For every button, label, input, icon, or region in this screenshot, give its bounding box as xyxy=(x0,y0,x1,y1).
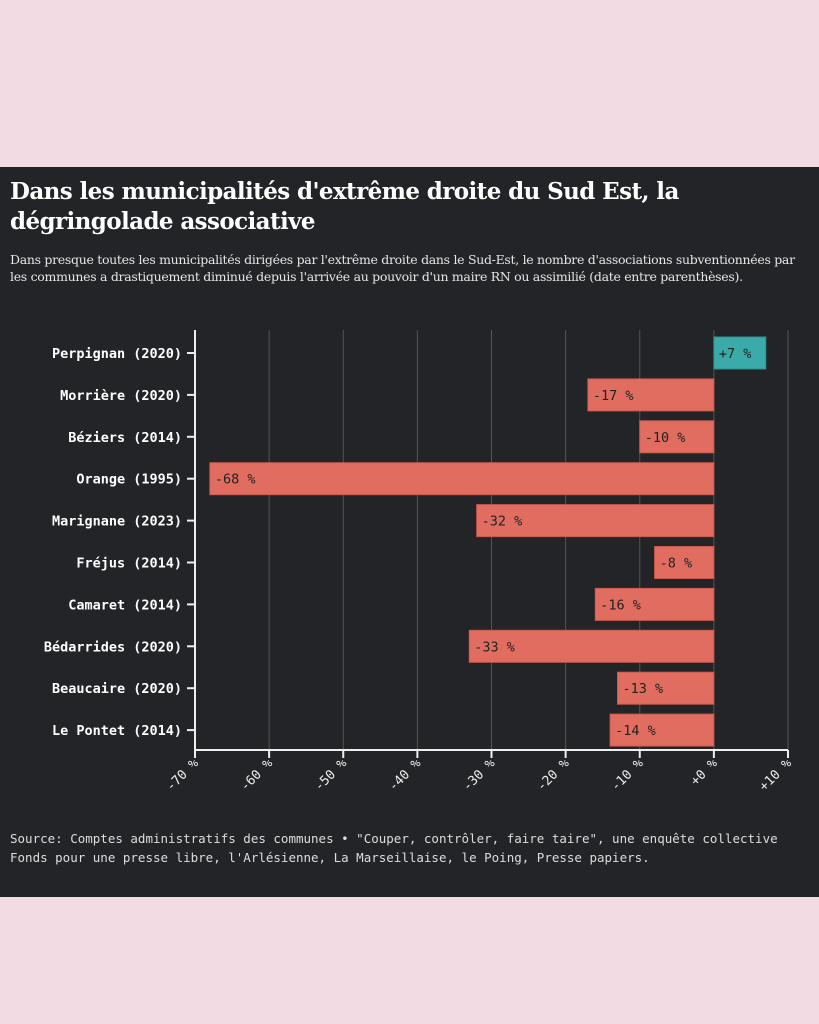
y-tick-label: Fréjus (2014) xyxy=(76,556,182,572)
data-label: -10 % xyxy=(645,430,686,446)
x-tick-label: -10 % xyxy=(608,756,646,794)
y-tick-label: Béziers (2014) xyxy=(68,430,182,446)
data-label: -68 % xyxy=(215,472,256,488)
y-tick-label: Le Pontet (2014) xyxy=(52,723,182,739)
y-tick-label: Perpignan (2020) xyxy=(52,346,182,362)
bar xyxy=(587,378,715,412)
data-label: -32 % xyxy=(482,514,523,530)
x-tick-label: -60 % xyxy=(238,756,276,794)
bar xyxy=(617,671,715,705)
y-tick-label: Beaucaire (2020) xyxy=(52,681,182,697)
x-tick-label: -20 % xyxy=(534,756,572,794)
bar xyxy=(654,546,715,579)
data-label: -33 % xyxy=(474,639,515,655)
y-tick-label: Morrière (2020) xyxy=(60,388,182,404)
data-label: -13 % xyxy=(623,681,664,697)
data-label: -17 % xyxy=(593,388,634,404)
source-note: Source: Comptes administratifs des commu… xyxy=(10,831,778,865)
x-tick-label: -50 % xyxy=(312,756,350,794)
data-label: -8 % xyxy=(660,556,693,572)
data-label: -14 % xyxy=(615,723,656,739)
bar-chart: -70 % -60 % -50 % -40 % -30 % -20 % -10 % +0 % +… xyxy=(44,330,795,795)
bar xyxy=(209,462,715,496)
bar xyxy=(594,587,715,621)
bar xyxy=(713,336,767,370)
y-tick-label: Orange (1995) xyxy=(76,472,182,488)
chart-subtitle: Dans presque toutes les municipalités di… xyxy=(10,252,795,284)
bar xyxy=(468,629,715,663)
x-tick-label: -30 % xyxy=(460,756,498,794)
data-label: -16 % xyxy=(600,597,641,613)
y-tick-label: Marignane (2023) xyxy=(52,514,182,530)
bar xyxy=(639,420,715,454)
y-tick-label: Camaret (2014) xyxy=(68,597,182,613)
x-tick-label: +10 % xyxy=(757,756,795,794)
x-tick-label: -40 % xyxy=(386,756,424,794)
bar xyxy=(609,713,715,747)
bar xyxy=(476,504,715,538)
y-tick-label: Bédarrides (2020) xyxy=(44,639,182,655)
x-tick-label: -70 % xyxy=(164,756,202,794)
chart-panel: Dans les municipalités d'extrême droite … xyxy=(0,167,819,897)
data-label: +7 % xyxy=(719,346,752,362)
x-tick-label: +0 % xyxy=(688,756,721,789)
chart-title: Dans les municipalités d'extrême droite … xyxy=(10,178,679,235)
